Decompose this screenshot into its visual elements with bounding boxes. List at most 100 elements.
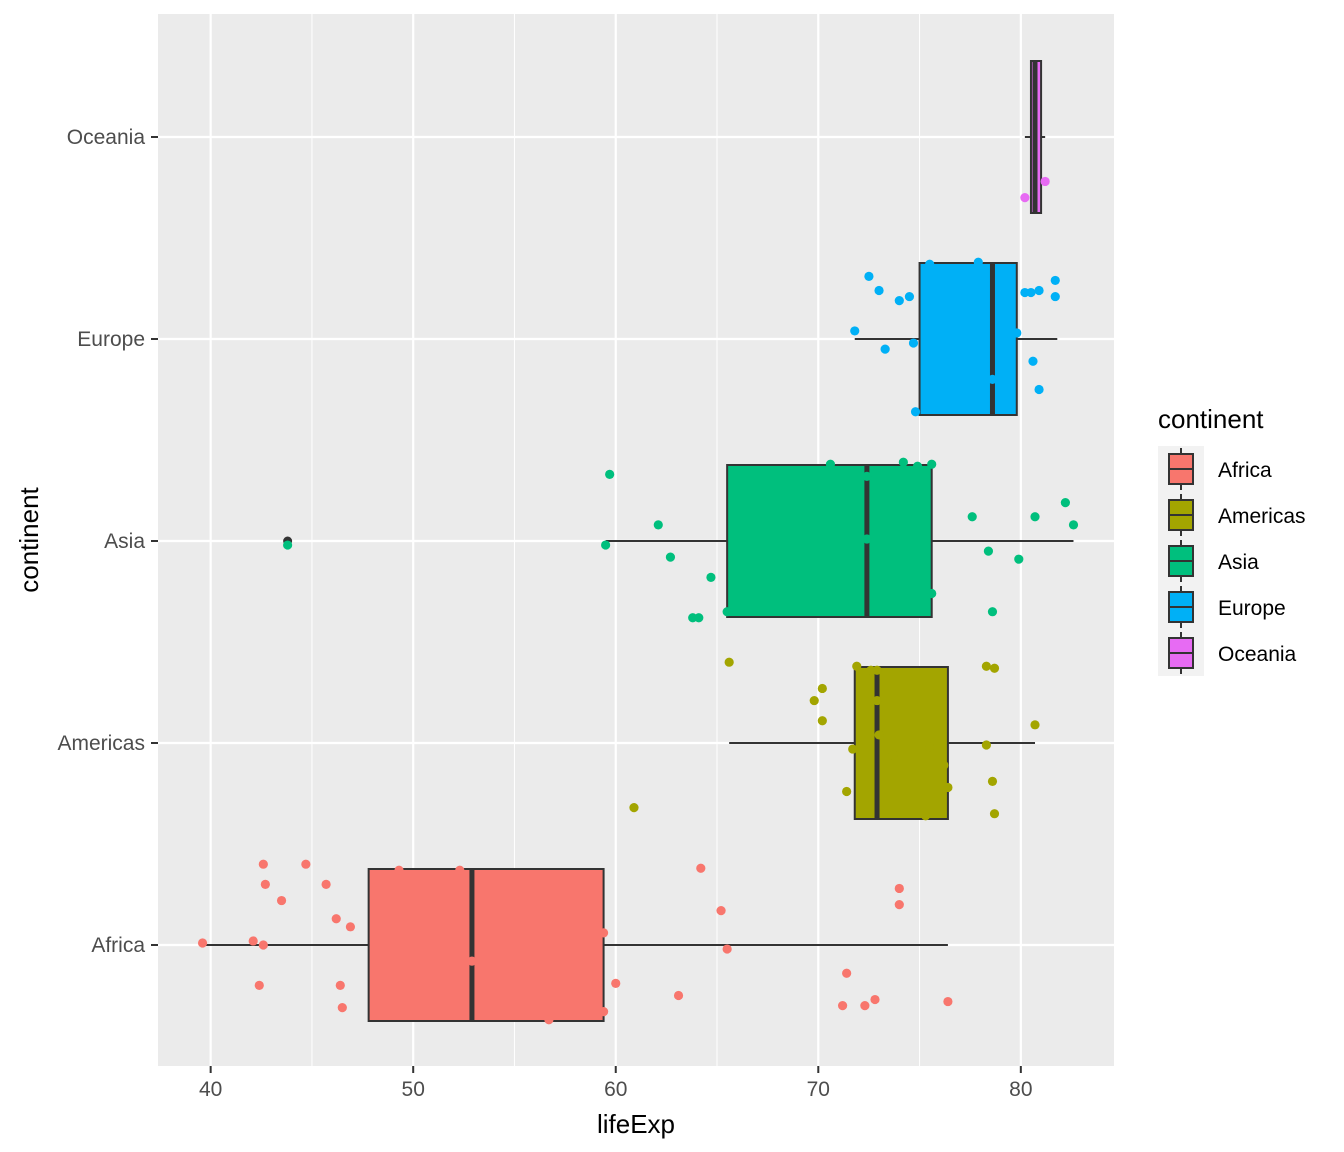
- data-point: [852, 661, 862, 671]
- data-point: [981, 740, 991, 750]
- box: [367, 868, 605, 1022]
- data-point: [629, 803, 639, 813]
- data-point: [989, 809, 1000, 819]
- box: [853, 666, 949, 820]
- data-point: [894, 883, 904, 894]
- data-point: [939, 760, 949, 770]
- data-point: [837, 1001, 848, 1011]
- axes: 40 50 60 70 80 Africa Americas Asia Europe Oceani…: [57, 126, 1032, 1101]
- data-point: [1030, 720, 1040, 730]
- data-point: [862, 471, 872, 481]
- data-point: [716, 906, 726, 916]
- data-point: [860, 1001, 870, 1011]
- legend: continent Africa Americas Asia Europe Oceani…: [1158, 404, 1306, 676]
- data-point: [927, 459, 937, 469]
- data-point: [1030, 512, 1040, 522]
- data-point: [653, 520, 663, 530]
- legend-title: continent: [1158, 404, 1264, 434]
- x-axis-title: lifeExp: [597, 1109, 675, 1139]
- data-point: [925, 259, 935, 269]
- data-point: [1014, 554, 1024, 564]
- data-point: [724, 657, 734, 667]
- data-point: [258, 859, 268, 869]
- data-point: [331, 914, 341, 924]
- data-point: [598, 1007, 609, 1017]
- data-point: [927, 588, 937, 599]
- data-point: [894, 296, 904, 306]
- data-point: [1050, 275, 1060, 286]
- legend-label: Oceania: [1218, 643, 1297, 666]
- y-tick-label: Oceania: [67, 126, 146, 149]
- data-point: [904, 291, 915, 302]
- data-point: [967, 512, 977, 522]
- data-point: [850, 326, 860, 336]
- data-point: [455, 865, 465, 875]
- data-point: [987, 776, 998, 786]
- y-tick-label: Americas: [57, 732, 145, 755]
- data-point: [197, 938, 208, 948]
- data-point: [337, 1003, 347, 1013]
- data-point: [254, 980, 264, 991]
- data-point: [394, 865, 404, 875]
- data-point: [943, 782, 953, 793]
- data-point: [1040, 176, 1050, 187]
- data-point: [1068, 520, 1079, 530]
- x-tick-label: 60: [604, 1078, 627, 1101]
- data-point: [809, 695, 819, 706]
- data-point: [973, 257, 983, 267]
- y-tick-label: Europe: [77, 328, 145, 351]
- x-tick-label: 50: [402, 1078, 425, 1101]
- boxplots: [202, 60, 1074, 1022]
- data-point: [598, 928, 609, 938]
- data-point: [894, 900, 904, 910]
- data-point: [872, 665, 882, 675]
- data-point: [345, 922, 356, 932]
- data-point: [665, 552, 676, 562]
- data-point: [987, 607, 998, 617]
- data-point: [987, 374, 998, 384]
- data-point: [921, 811, 931, 821]
- x-tick-label: 40: [199, 1078, 222, 1101]
- data-point: [983, 546, 994, 556]
- data-point: [864, 271, 874, 281]
- x-tick-label: 80: [1009, 1078, 1032, 1101]
- data-point: [696, 863, 706, 873]
- data-point: [1034, 285, 1044, 296]
- data-point: [817, 716, 827, 726]
- legend-label: Africa: [1218, 459, 1272, 482]
- data-point: [276, 895, 287, 906]
- legend-label: Asia: [1218, 551, 1259, 574]
- data-point: [258, 940, 268, 950]
- data-point: [459, 936, 469, 946]
- data-point: [467, 956, 477, 966]
- data-point: [880, 344, 890, 354]
- data-point: [870, 994, 880, 1005]
- data-point: [1034, 384, 1044, 395]
- data-point: [842, 786, 852, 797]
- data-point: [981, 661, 991, 671]
- data-point: [1028, 356, 1038, 366]
- data-point: [601, 540, 611, 550]
- y-axis-title: continent: [14, 486, 44, 592]
- data-point: [989, 663, 1000, 673]
- data-point: [722, 944, 732, 954]
- box: [726, 464, 933, 618]
- data-point: [817, 683, 827, 694]
- data-point: [848, 744, 858, 754]
- x-tick-label: 70: [807, 1078, 830, 1101]
- data-point: [260, 879, 270, 890]
- data-point: [544, 1015, 554, 1025]
- data-point: [872, 695, 882, 706]
- data-point: [605, 469, 615, 479]
- data-point: [1012, 328, 1022, 338]
- data-point: [908, 338, 919, 348]
- data-point: [1060, 498, 1070, 508]
- legend-label: Europe: [1218, 597, 1286, 620]
- data-point: [283, 540, 293, 550]
- legend-label: Americas: [1218, 505, 1306, 528]
- data-point: [825, 459, 836, 469]
- data-point: [943, 996, 953, 1007]
- data-point: [611, 978, 621, 988]
- data-point: [925, 742, 935, 752]
